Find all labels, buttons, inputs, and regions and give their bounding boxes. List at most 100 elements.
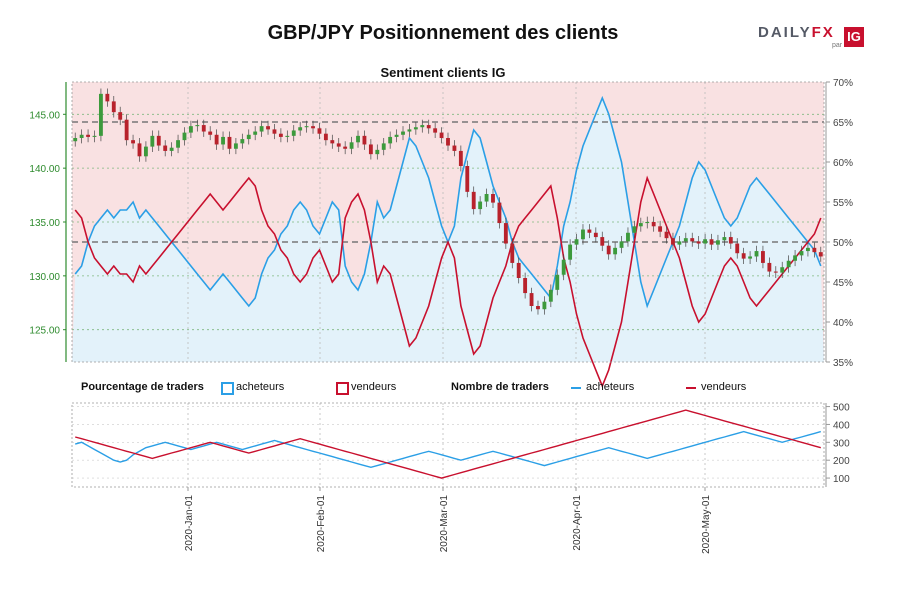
candle-body — [542, 301, 547, 310]
candle-body — [266, 126, 270, 130]
candle-body — [716, 240, 720, 245]
right-tick-label: 50% — [833, 238, 853, 249]
count-tick-label: 300 — [833, 438, 850, 449]
dailyfx-ig-logo: DAILYFX par IG — [758, 24, 870, 52]
count-tick-label: 200 — [833, 456, 850, 467]
chart-subtitle: Sentiment clients IG — [380, 65, 506, 80]
candle-body — [253, 131, 258, 135]
candle-body — [221, 136, 225, 145]
candle-body — [780, 267, 785, 273]
candle-body — [484, 194, 489, 202]
candle-body — [497, 202, 502, 224]
candle-body — [690, 238, 695, 242]
legend-count-buyers-label: acheteurs — [586, 381, 635, 393]
count-tick-label: 500 — [833, 403, 850, 414]
candle-body — [343, 146, 348, 149]
candle-body — [626, 232, 630, 242]
candle-body — [799, 251, 804, 256]
candle-body — [330, 140, 335, 144]
candle-body — [111, 101, 116, 113]
candle-body — [349, 142, 354, 149]
right-tick-label: 55% — [833, 198, 853, 209]
left-tick-label: 135.00 — [29, 218, 60, 229]
candle-body — [574, 239, 579, 245]
candle-body — [336, 143, 341, 147]
candle-body — [471, 191, 476, 210]
candle-body — [709, 239, 714, 245]
candle-body — [362, 135, 367, 145]
lower-plot-frame — [71, 402, 825, 488]
candle-body — [79, 134, 84, 138]
candle-body — [407, 129, 412, 132]
legend-pct-sellers-swatch — [336, 382, 349, 395]
date-tick-label: 2020-May-01 — [701, 495, 712, 554]
candle-body — [86, 134, 90, 137]
candle-body — [304, 126, 309, 128]
date-tick-label: 2020-Feb-01 — [316, 495, 327, 553]
right-tick-label: 40% — [833, 318, 853, 329]
plot-frame — [71, 81, 825, 363]
candle-body — [426, 125, 431, 129]
candle-body — [587, 229, 592, 233]
candle-body — [529, 293, 534, 306]
candle-body — [433, 128, 438, 133]
candle-body — [632, 226, 637, 233]
right-tick-label: 45% — [833, 278, 853, 289]
candle-body — [735, 243, 740, 254]
legend-count-title: Nombre de traders — [451, 381, 549, 393]
candle-body — [818, 252, 823, 257]
candle-body — [105, 93, 110, 102]
candle-body — [143, 146, 148, 157]
candle-body — [124, 119, 129, 141]
candle-body — [150, 135, 155, 147]
candle-body — [195, 125, 200, 127]
left-tick-label: 125.00 — [29, 326, 60, 337]
buyers-area — [72, 98, 824, 362]
candle-body — [278, 133, 283, 137]
candle-body — [98, 93, 103, 136]
logo-ig-badge: IG — [844, 27, 864, 47]
candle-body — [214, 134, 219, 145]
candle-body — [201, 125, 206, 132]
candle-body — [491, 194, 495, 203]
candle-body — [478, 201, 483, 210]
candle-body — [394, 134, 399, 137]
candle-body — [754, 251, 759, 257]
candle-body — [388, 136, 393, 144]
candle-body — [156, 135, 161, 146]
candle-body — [323, 133, 328, 141]
candle-body — [606, 245, 611, 255]
candle-body — [516, 262, 521, 278]
right-tick-label: 35% — [833, 358, 853, 369]
candle-body — [651, 222, 656, 227]
candle-body — [240, 139, 245, 144]
right-tick-label: 65% — [833, 118, 853, 129]
candle-body — [568, 244, 573, 260]
candle-body — [452, 145, 457, 151]
candle-body — [677, 241, 682, 245]
candle-body — [593, 232, 598, 238]
legend-count-sellers-label: vendeurs — [701, 381, 747, 393]
count-tick-label: 100 — [833, 474, 850, 485]
candle-body — [613, 247, 618, 255]
left-tick-label: 130.00 — [29, 272, 60, 283]
left-tick-label: 140.00 — [29, 164, 60, 175]
right-tick-label: 70% — [833, 78, 853, 89]
date-tick-label: 2020-Apr-01 — [572, 495, 583, 551]
candle-body — [291, 130, 296, 136]
candle-body — [548, 289, 553, 302]
candle-body — [413, 127, 418, 130]
right-tick-label: 60% — [833, 158, 853, 169]
candle-body — [446, 138, 450, 146]
logo-dailyfx: DAILYFX — [758, 24, 835, 41]
candle-body — [272, 129, 277, 134]
sellers-pct-line — [74, 175, 822, 389]
candle-body — [259, 126, 264, 132]
candle-body — [748, 256, 753, 259]
legend-pct-buyers-swatch — [221, 382, 234, 395]
candle-body — [401, 131, 405, 135]
candle-body — [728, 237, 733, 244]
candle-body — [285, 135, 290, 137]
candle-body — [510, 243, 515, 263]
